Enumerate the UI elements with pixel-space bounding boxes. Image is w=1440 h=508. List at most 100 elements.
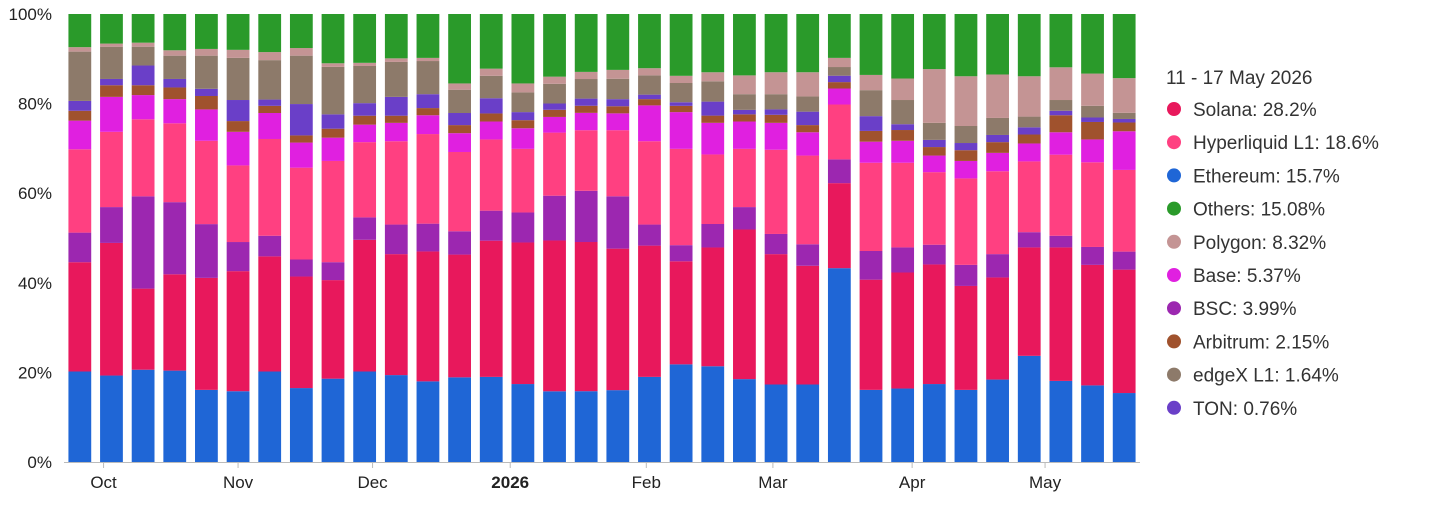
bar-segment-edgex-l1[interactable]: [511, 92, 535, 113]
bar-segment-polygon[interactable]: [1049, 67, 1073, 101]
bar-segment-edgex-l1[interactable]: [163, 55, 187, 79]
bar-segment-hyperliquid-l1[interactable]: [1017, 161, 1041, 233]
bar-segment-polygon[interactable]: [922, 69, 946, 123]
bar-segment-others[interactable]: [827, 14, 851, 58]
bar-segment-base[interactable]: [922, 155, 946, 173]
bar-segment-others[interactable]: [258, 14, 282, 53]
bar-segment-arbitrum[interactable]: [827, 82, 851, 89]
bar-segment-base[interactable]: [479, 121, 503, 140]
bar-segment-bsc[interactable]: [131, 196, 155, 289]
bar-segment-arbitrum[interactable]: [195, 95, 218, 110]
bar-column[interactable]: [1081, 14, 1104, 462]
bar-segment-hyperliquid-l1[interactable]: [258, 138, 282, 236]
bar-segment-polygon[interactable]: [606, 69, 630, 79]
legend-item[interactable]: BSC: 3.99%: [1167, 299, 1297, 320]
bar-segment-solana[interactable]: [796, 265, 820, 385]
bar-segment-ton[interactable]: [321, 114, 345, 129]
bar-segment-hyperliquid-l1[interactable]: [827, 104, 851, 160]
bar-segment-hyperliquid-l1[interactable]: [669, 148, 693, 246]
bar-segment-edgex-l1[interactable]: [416, 61, 440, 95]
bar-segment-polygon[interactable]: [68, 47, 92, 52]
bar-segment-polygon[interactable]: [289, 48, 313, 56]
bar-segment-polygon[interactable]: [954, 76, 978, 126]
bar-segment-arbitrum[interactable]: [574, 105, 598, 113]
bar-segment-ton[interactable]: [669, 102, 693, 106]
bar-segment-hyperliquid-l1[interactable]: [1049, 154, 1073, 236]
bar-column[interactable]: [479, 14, 503, 462]
legend-item[interactable]: Ethereum: 15.7%: [1167, 166, 1340, 187]
bar-segment-polygon[interactable]: [226, 49, 250, 58]
bar-segment-hyperliquid-l1[interactable]: [796, 155, 820, 245]
bar-segment-base[interactable]: [1017, 143, 1041, 162]
bar-segment-polygon[interactable]: [195, 48, 218, 56]
bar-segment-base[interactable]: [986, 152, 1009, 172]
bar-segment-ethereum[interactable]: [1049, 380, 1073, 462]
bar-segment-solana[interactable]: [448, 254, 471, 378]
bar-segment-solana[interactable]: [669, 261, 693, 365]
bar-segment-edgex-l1[interactable]: [891, 100, 915, 125]
bar-segment-edgex-l1[interactable]: [954, 126, 978, 144]
bar-segment-base[interactable]: [891, 140, 915, 163]
bar-segment-bsc[interactable]: [416, 223, 440, 252]
bar-segment-base[interactable]: [543, 116, 566, 133]
bar-segment-edgex-l1[interactable]: [195, 55, 218, 89]
bar-column[interactable]: [416, 14, 440, 462]
bar-segment-edgex-l1[interactable]: [986, 117, 1009, 135]
bar-segment-others[interactable]: [289, 14, 313, 49]
bar-segment-hyperliquid-l1[interactable]: [574, 130, 598, 191]
bar-segment-edgex-l1[interactable]: [669, 82, 693, 103]
bar-column[interactable]: [954, 14, 978, 462]
bar-segment-edgex-l1[interactable]: [574, 79, 598, 99]
bar-column[interactable]: [384, 14, 408, 462]
bar-segment-polygon[interactable]: [733, 75, 756, 95]
bar-segment-base[interactable]: [100, 96, 123, 132]
bar-segment-ton[interactable]: [479, 98, 503, 114]
bar-segment-ethereum[interactable]: [574, 391, 598, 462]
bar-segment-polygon[interactable]: [131, 42, 155, 47]
bar-segment-others[interactable]: [606, 14, 630, 70]
bar-segment-polygon[interactable]: [638, 68, 661, 76]
bar-segment-others[interactable]: [638, 14, 661, 69]
bar-segment-hyperliquid-l1[interactable]: [353, 142, 377, 218]
bar-segment-hyperliquid-l1[interactable]: [163, 123, 187, 203]
bar-segment-ton[interactable]: [68, 100, 92, 111]
bar-segment-edgex-l1[interactable]: [1112, 112, 1136, 119]
bar-segment-base[interactable]: [638, 105, 661, 142]
bar-segment-ton[interactable]: [1081, 117, 1104, 122]
bar-segment-base[interactable]: [321, 137, 345, 161]
bar-segment-others[interactable]: [195, 14, 218, 49]
bar-segment-polygon[interactable]: [669, 75, 693, 83]
bar-segment-others[interactable]: [1017, 14, 1041, 77]
bar-segment-hyperliquid-l1[interactable]: [543, 132, 566, 196]
bar-segment-bsc[interactable]: [574, 190, 598, 243]
bar-segment-hyperliquid-l1[interactable]: [511, 148, 535, 213]
bar-segment-others[interactable]: [1112, 14, 1136, 79]
bar-segment-others[interactable]: [448, 14, 471, 84]
bar-segment-others[interactable]: [922, 14, 946, 70]
bar-segment-polygon[interactable]: [1112, 78, 1136, 113]
bar-segment-others[interactable]: [1049, 14, 1073, 68]
bar-segment-bsc[interactable]: [68, 232, 92, 263]
bar-column[interactable]: [321, 14, 345, 462]
bar-segment-base[interactable]: [827, 88, 851, 105]
bar-segment-solana[interactable]: [100, 242, 123, 376]
bar-segment-solana[interactable]: [827, 183, 851, 269]
bar-segment-bsc[interactable]: [859, 250, 883, 280]
bar-segment-edgex-l1[interactable]: [606, 78, 630, 100]
bar-segment-edgex-l1[interactable]: [701, 81, 725, 102]
bar-segment-base[interactable]: [416, 115, 440, 135]
bar-segment-bsc[interactable]: [733, 207, 756, 230]
bar-segment-arbitrum[interactable]: [289, 135, 313, 143]
bar-segment-solana[interactable]: [479, 240, 503, 377]
bar-segment-arbitrum[interactable]: [922, 147, 946, 156]
bar-segment-polygon[interactable]: [574, 71, 598, 80]
bar-segment-ethereum[interactable]: [353, 371, 377, 463]
bar-segment-arbitrum[interactable]: [479, 113, 503, 122]
bar-segment-bsc[interactable]: [226, 242, 250, 272]
bar-segment-hyperliquid-l1[interactable]: [448, 151, 471, 232]
bar-segment-arbitrum[interactable]: [131, 85, 155, 96]
bar-segment-ton[interactable]: [922, 139, 946, 148]
bar-segment-arbitrum[interactable]: [796, 125, 820, 133]
bar-column[interactable]: [68, 14, 92, 462]
bar-segment-base[interactable]: [1081, 139, 1104, 163]
